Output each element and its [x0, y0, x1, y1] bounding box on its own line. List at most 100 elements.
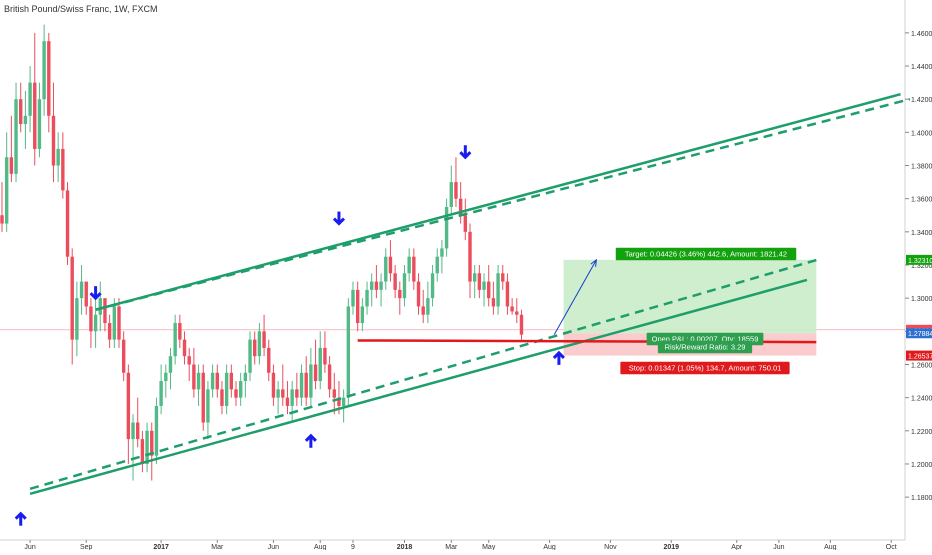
- candle-body: [103, 298, 107, 324]
- candle-body: [505, 281, 510, 307]
- candle-body: [131, 422, 135, 440]
- stop-label-bg: [620, 361, 790, 375]
- candle-body: [182, 339, 187, 357]
- candle-body: [327, 364, 332, 390]
- candle-body: [295, 389, 299, 398]
- x-tick-label: Aug: [543, 544, 556, 550]
- y-tick-label: 1.30000: [911, 296, 932, 303]
- candle-body: [426, 298, 430, 315]
- candle-body: [487, 281, 491, 299]
- candle-body: [19, 99, 23, 125]
- candle-body: [112, 306, 117, 340]
- stop-price-tag-bg: [906, 350, 932, 361]
- candle-body: [154, 405, 159, 456]
- candle-body: [33, 82, 37, 149]
- candle-body: [89, 306, 93, 332]
- candle-body: [267, 347, 271, 373]
- candle-body: [220, 389, 224, 406]
- candle-body: [374, 281, 379, 290]
- candle-body: [472, 273, 477, 282]
- y-tick-label: 1.38000: [911, 164, 932, 171]
- y-tick-label: 1.24000: [911, 396, 932, 403]
- x-tick-label: 2018: [397, 544, 413, 550]
- candle-body: [304, 372, 308, 398]
- candle-body: [164, 372, 168, 382]
- candle-body: [257, 331, 262, 357]
- projection-arrow-head: [590, 258, 597, 267]
- stop-price-tag: 1.26537: [908, 354, 932, 361]
- candle-body: [107, 323, 112, 340]
- x-tick-label: May: [482, 544, 496, 550]
- candle-body: [9, 157, 14, 174]
- candle-body: [140, 439, 145, 464]
- candle-body: [178, 323, 182, 340]
- symbol-title: British Pound/Swiss Franc, 1W, FXCM: [4, 4, 158, 14]
- candle-body: [379, 281, 383, 290]
- y-tick-label: 1.20000: [911, 462, 932, 469]
- down-arrow-icon-head: [459, 151, 472, 160]
- candle-body: [323, 347, 327, 365]
- candle-body: [47, 41, 51, 116]
- x-tick-label: Jun: [268, 544, 279, 550]
- candle-body: [346, 306, 351, 398]
- channel-upper-dashed-line: [95, 97, 911, 311]
- candle-body: [482, 281, 486, 290]
- candle-body: [248, 339, 252, 373]
- entry-price-tag-bg: [906, 328, 932, 339]
- target-label-bg: [615, 247, 797, 261]
- candle-body: [28, 82, 32, 116]
- candle-body: [318, 347, 322, 382]
- candle-body: [299, 372, 304, 398]
- up-arrow-icon-head: [552, 350, 565, 359]
- candle-body: [458, 198, 463, 216]
- candle-body: [440, 248, 444, 257]
- candle-body: [206, 389, 210, 423]
- x-tick-label: 2017: [153, 544, 169, 550]
- target-zone: [563, 259, 817, 334]
- candle-body: [515, 311, 519, 315]
- y-tick-label: 1.18000: [911, 495, 932, 502]
- x-tick-label: 9: [351, 544, 355, 550]
- candle-body: [355, 289, 360, 324]
- candle-body: [332, 389, 336, 398]
- candle-body: [309, 364, 313, 398]
- candle-body: [351, 289, 355, 307]
- candle-body: [360, 306, 365, 324]
- candle-body: [234, 389, 238, 398]
- candle-body: [37, 99, 42, 149]
- down-arrow-icon-head: [89, 292, 102, 301]
- candle-body: [173, 323, 177, 357]
- candle-body: [126, 372, 131, 440]
- candle-body: [168, 356, 173, 373]
- candle-body: [430, 273, 435, 299]
- x-tick-label: Nov: [604, 544, 617, 550]
- x-tick-label: Aug: [824, 544, 837, 550]
- risk-reward-label: Risk/Reward Ratio: 3.29: [665, 343, 746, 352]
- candle-body: [468, 231, 472, 282]
- candle-body: [0, 215, 4, 224]
- candle-body: [79, 281, 84, 299]
- candle-body: [444, 206, 449, 249]
- candle-body: [262, 331, 266, 348]
- y-tick-label: 1.46000: [911, 31, 932, 38]
- candle-body: [253, 339, 257, 357]
- x-tick-label: Apr: [731, 544, 743, 550]
- candle-body: [14, 99, 18, 174]
- candle-body: [192, 364, 196, 390]
- candle-body: [61, 148, 65, 191]
- x-tick-label: Sep: [80, 544, 93, 550]
- candle-body: [491, 298, 496, 307]
- y-tick-label: 1.22000: [911, 429, 932, 436]
- candle-body: [276, 389, 280, 398]
- candle-body: [510, 306, 514, 312]
- candle-body: [84, 281, 88, 307]
- entry-price-tag: 1.27884: [908, 331, 932, 338]
- candle-body: [313, 364, 318, 382]
- candle-body: [93, 314, 98, 332]
- candle-body: [384, 256, 388, 282]
- candle-body: [416, 281, 421, 307]
- candle-body: [215, 372, 219, 390]
- candle-body: [229, 372, 234, 390]
